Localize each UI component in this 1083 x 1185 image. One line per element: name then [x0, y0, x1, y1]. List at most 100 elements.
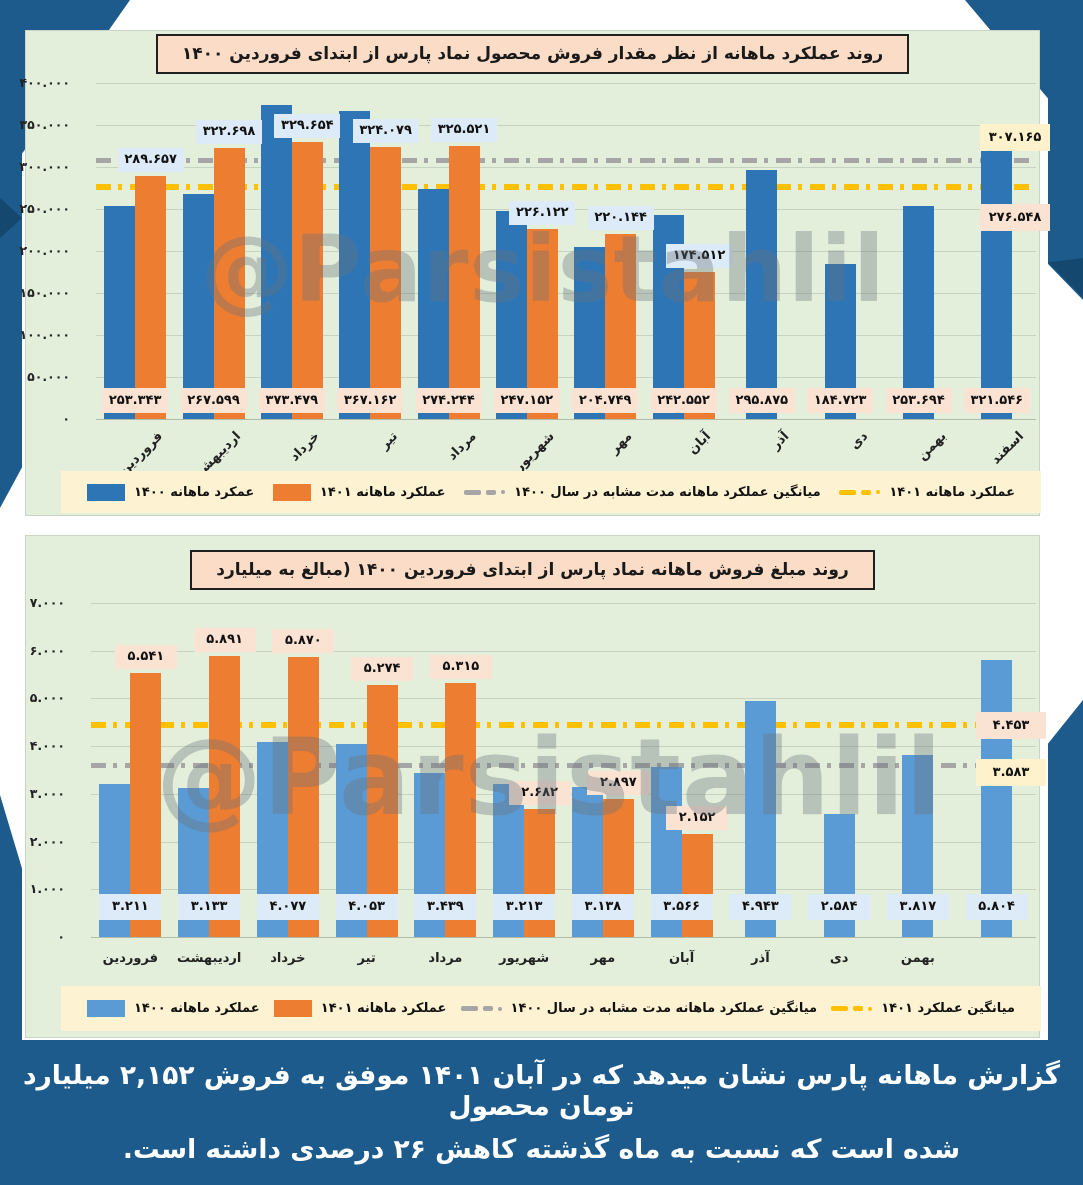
bar-value-label-1401: ۳۲۲.۶۹۸ — [196, 119, 262, 144]
avg-line-1401 — [91, 721, 1036, 728]
month-label: آذر — [751, 951, 770, 966]
gridline — [96, 293, 1036, 294]
bar-1401 — [209, 655, 241, 937]
avg-line-value-label: ۳۰۷.۱۶۵ — [980, 123, 1050, 151]
dash-segment-icon — [464, 489, 482, 495]
bar-value-label-1400: ۳.۱۳۳ — [178, 894, 241, 920]
bar-value-label-1400: ۵.۸۰۴ — [965, 894, 1028, 920]
avg-line-value-label: ۲۷۶.۵۴۸ — [980, 203, 1050, 231]
footer-line-1: گزارش ماهانه پارس نشان میدهد که در آبان … — [22, 1060, 1061, 1122]
bar-value-label-1401: ۲۸۹.۶۵۷ — [117, 147, 184, 172]
month-label: خرداد — [270, 951, 306, 966]
bar-1401 — [213, 147, 245, 419]
legend-label: میانگین عملکرد ۱۴۰۱ — [881, 1001, 1015, 1016]
month-label: آبان — [668, 951, 695, 966]
y-axis-tick-label: ۱.۰۰۰ — [29, 881, 65, 897]
legend-item: میانگین عملکرد ماهانه مدت مشابه در سال ۱… — [464, 485, 821, 500]
gridline — [96, 377, 1036, 378]
bar-value-label-1401: ۳۲۴.۰۷۹ — [352, 118, 419, 143]
month-label: فروردین — [102, 951, 159, 966]
y-axis-tick-label: ۵۰.۰۰۰ — [27, 369, 70, 384]
bar-value-label-1401: ۵.۵۴۱ — [114, 644, 177, 669]
bar-value-label-1401: ۳۲۵.۵۲۱ — [431, 117, 497, 142]
bar-value-label-1400: ۲۵۳.۶۹۴ — [885, 388, 952, 413]
legend-dash-avg-1401-icon — [839, 489, 881, 495]
legend-label: میانگین عملکرد ماهانه مدت مشابه در سال ۱… — [510, 1001, 818, 1016]
y-axis-tick-label: ۱۰۰.۰۰۰ — [19, 327, 70, 342]
bar-value-label-1400: ۳.۱۳۸ — [571, 894, 634, 920]
avg-line-value-label: ۳.۵۸۳ — [976, 759, 1046, 787]
y-axis-tick-label: ۳۰۰.۰۰۰ — [19, 159, 70, 174]
chart2-title: روند مبلغ فروش ماهانه نماد پارس از ابتدا… — [190, 550, 875, 590]
y-axis-tick-label: ۲.۰۰۰ — [29, 833, 65, 849]
bar-value-label-1400: ۴.۰۵۳ — [335, 894, 398, 920]
bar-value-label-1400: ۴.۹۴۳ — [729, 894, 792, 920]
month-label: اردیبهشت — [176, 951, 242, 966]
month-label: مرداد — [428, 951, 463, 966]
bar-value-label-1400: ۲۷۴.۲۴۴ — [415, 388, 482, 413]
chart1-plot: ۳۰۷.۱۶۵ ۲۷۶.۵۴۸ ۲۸۹.۶۵۷ ۲۵۳.۳۴۳ فروردین ۳۲۲.۶… — [96, 83, 1050, 485]
bar-value-label-1401: ۲.۸۹۷ — [587, 770, 650, 795]
bar-1400 — [104, 206, 136, 419]
bar-value-label-1401: ۲۲۶.۱۲۲ — [509, 201, 576, 226]
dash-dot-icon — [497, 1006, 502, 1011]
bar-1400 — [981, 148, 1013, 419]
bar-1400 — [182, 194, 214, 419]
legend-item: عمکرد ماهانه ۱۴۰۰ — [87, 483, 255, 501]
y-axis-tick-label: ۴۰۰.۰۰۰ — [19, 75, 70, 90]
gridline — [91, 603, 1036, 604]
legend-label: عملکرد ماهانه ۱۴۰۱ — [889, 484, 1015, 500]
month-label: شهریور — [499, 951, 550, 966]
legend-label: عمکرد ماهانه ۱۴۰۰ — [134, 484, 255, 500]
dash-dot-icon — [868, 1006, 873, 1011]
dash-segment-icon — [861, 489, 872, 495]
month-label: مرداد — [444, 429, 480, 464]
month-label: اسفند — [988, 429, 1028, 468]
bar-value-label-1400: ۳۶۷.۱۶۲ — [337, 388, 404, 413]
y-axis-tick-label: ۶.۰۰۰ — [29, 642, 65, 658]
bar-1401 — [287, 656, 319, 937]
gridline — [96, 251, 1036, 252]
legend-item: میانگین عملکرد ماهانه مدت مشابه در سال ۱… — [460, 1001, 818, 1016]
legend-item: عملکرد ماهانه ۱۴۰۱ — [272, 483, 446, 501]
y-axis-tick-label: ۷.۰۰۰ — [29, 595, 65, 610]
dash-dot-icon — [876, 490, 881, 494]
ribbon-right-band — [1048, 0, 1083, 300]
avg-line-value-label: ۴.۴۵۳ — [976, 711, 1046, 739]
legend-label: عملکرد ماهانه ۱۴۰۰ — [134, 1001, 260, 1016]
bar-value-label-1401: ۵.۸۷۰ — [272, 628, 335, 653]
y-axis-tick-label: ۰ — [62, 411, 70, 426]
bar-1400 — [746, 170, 778, 419]
avg-line-1401 — [96, 183, 1036, 190]
bar-1401 — [370, 146, 402, 419]
dash-segment-icon — [853, 1006, 864, 1011]
legend-dash-avg-1400-icon — [460, 1006, 502, 1011]
footer-line-2: شده است که نسبت به ماه گذشته کاهش ۲۶ درص… — [122, 1134, 961, 1165]
bar-value-label-1400: ۲۰۴.۷۴۹ — [572, 388, 639, 413]
month-label: شهریور — [511, 429, 558, 475]
bar-value-label-1401: ۵.۲۷۴ — [351, 657, 414, 682]
dash-segment-icon — [839, 489, 857, 495]
chart2-legend: عملکرد ماهانه ۱۴۰۰ عملکرد ماهانه ۱۴۰۱ میان… — [61, 986, 1041, 1031]
bar-value-label-1401: ۲۲۰.۱۴۴ — [587, 206, 654, 231]
chart2-plot: ۳.۵۸۳ ۴.۴۵۳ ۵.۵۴۱ ۳.۲۱۱ فروردین ۵.۸۹۱ ۳.۱۳۳ ارد… — [91, 603, 1046, 966]
legend-swatch-1401-icon — [273, 1000, 312, 1017]
month-label: مهر — [590, 951, 616, 966]
legend-label: عملکرد ماهانه ۱۴۰۱ — [320, 1001, 447, 1016]
legend-label: عملکرد ماهانه ۱۴۰۱ — [319, 484, 446, 500]
legend-item: عملکرد ماهانه ۱۴۰۱ — [273, 1000, 447, 1017]
gridline — [91, 841, 1036, 843]
gridline — [91, 698, 1036, 700]
gridline — [96, 125, 1036, 126]
bar-value-label-1401: ۱۷۴.۵۱۲ — [666, 244, 732, 269]
bar-1400 — [417, 188, 449, 419]
bar-1400 — [339, 110, 371, 419]
bar-1401 — [526, 229, 558, 419]
month-label: تیر — [357, 951, 376, 966]
month-label: مهر — [607, 429, 636, 458]
legend-item: عملکرد ماهانه ۱۴۰۰ — [87, 1000, 260, 1017]
y-axis-tick-label: ۳.۰۰۰ — [29, 785, 65, 801]
y-axis-tick-label: ۱۵۰.۰۰۰ — [19, 285, 70, 300]
avg-line-1400 — [91, 763, 1036, 769]
bar-value-label-1400: ۲۵۳.۳۴۳ — [102, 388, 169, 413]
